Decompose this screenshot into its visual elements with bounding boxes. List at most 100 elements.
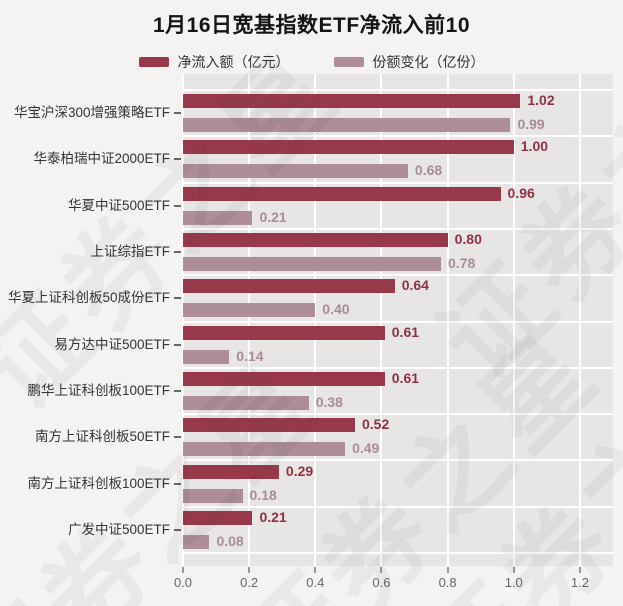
bar-net-inflow [183, 233, 448, 248]
category-label: 广发中证500ETF [67, 521, 170, 537]
x-axis-tick [380, 567, 383, 573]
value-label-net-inflow: 0.29 [285, 462, 314, 479]
x-tick-label: 1.2 [570, 575, 589, 590]
x-tick-label: 0.6 [372, 575, 391, 590]
legend-item-share-change: 份额变化（亿份） [333, 52, 485, 72]
gridline [446, 74, 449, 566]
gridline [314, 74, 317, 566]
value-label-share-change: 0.08 [216, 532, 244, 549]
value-label-share-change: 0.99 [517, 116, 545, 133]
row-separator [183, 459, 613, 462]
value-label-share-change: 0.21 [259, 208, 287, 225]
x-axis-tick [314, 567, 317, 573]
bar-net-inflow [183, 325, 385, 340]
row-separator [183, 413, 613, 416]
row-separator [183, 274, 613, 277]
value-label-share-change: 0.49 [352, 440, 380, 457]
x-axis-tick [512, 567, 515, 573]
bar-net-inflow [183, 418, 355, 433]
bar-share-change [183, 442, 346, 457]
legend-swatch-share-change [333, 57, 364, 67]
bar-net-inflow [183, 279, 395, 294]
gridline [380, 74, 383, 566]
x-tick-label: 0.4 [306, 575, 325, 590]
plot-background [183, 74, 613, 566]
y-axis-tick [174, 436, 181, 439]
legend-label-share-change: 份额变化（亿份） [372, 54, 485, 70]
value-label-share-change: 0.38 [315, 393, 343, 410]
x-axis-tick [182, 567, 184, 573]
bar-share-change [183, 488, 243, 503]
category-label: 鹏华上证科创板100ETF [27, 382, 170, 398]
value-label-net-inflow: 1.00 [520, 138, 549, 155]
bar-share-change [183, 257, 441, 272]
x-tick-label: 0.8 [438, 575, 457, 590]
x-axis-tick [446, 567, 449, 573]
y-axis-tick [174, 204, 181, 207]
bar-share-change [183, 210, 253, 225]
value-label-net-inflow: 0.61 [391, 323, 420, 340]
bar-share-change [183, 534, 210, 549]
gridline [578, 74, 581, 566]
row-separator [183, 89, 613, 91]
bar-share-change [183, 164, 408, 179]
category-label: 华夏中证500ETF [67, 197, 170, 213]
value-label-net-inflow: 0.61 [391, 369, 420, 386]
legend-swatch-net-inflow [138, 57, 169, 67]
gridline [248, 74, 251, 566]
category-label: 华泰柏瑞中证2000ETF [33, 151, 170, 167]
value-label-net-inflow: 0.64 [401, 277, 429, 294]
bar-net-inflow [183, 94, 521, 109]
category-label: 华宝沪深300增强策略ETF [13, 105, 170, 121]
legend-item-net-inflow: 净流入额（亿元） [138, 52, 290, 72]
bar-share-change [183, 395, 309, 410]
x-axis-tick [578, 567, 581, 573]
bar-net-inflow [183, 464, 279, 479]
bar-share-change [183, 349, 230, 364]
gridline [512, 74, 515, 566]
bar-net-inflow [183, 510, 253, 525]
value-label-share-change: 0.18 [249, 486, 277, 503]
gridline [182, 74, 184, 566]
category-label: 华夏上证科创板50成份ETF [7, 290, 170, 306]
value-label-share-change: 0.14 [236, 347, 264, 364]
bar-share-change [183, 118, 511, 133]
bar-net-inflow [183, 186, 501, 201]
value-label-net-inflow: 0.80 [454, 231, 482, 248]
bar-net-inflow [183, 140, 514, 155]
value-label-net-inflow: 0.52 [362, 416, 390, 433]
y-axis-tick [174, 112, 181, 115]
row-separator [183, 366, 613, 369]
row-separator [183, 552, 613, 554]
category-label: 南方上证科创板100ETF [27, 475, 170, 491]
row-separator [183, 227, 613, 230]
bar-share-change [183, 303, 316, 318]
row-separator [183, 135, 613, 138]
y-axis-tick [174, 297, 181, 300]
row-separator [183, 320, 613, 323]
y-axis-tick [174, 251, 181, 254]
value-label-share-change: 0.40 [322, 301, 350, 318]
x-tick-label: 1.0 [504, 575, 523, 590]
bar-net-inflow [183, 371, 385, 386]
y-axis-tick [174, 158, 181, 161]
row-separator [183, 181, 613, 184]
x-tick-label: 0.2 [240, 575, 259, 590]
row-separator [183, 505, 613, 508]
category-label: 南方上证科创板50ETF [34, 429, 170, 445]
value-label-share-change: 0.78 [448, 255, 476, 272]
category-label: 上证综指ETF [90, 244, 171, 260]
legend-label-net-inflow: 净流入额（亿元） [177, 54, 290, 70]
x-tick-label: 0.0 [173, 575, 193, 590]
legend: 净流入额（亿元） 份额变化（亿份） [0, 52, 623, 72]
y-axis-tick [174, 482, 181, 485]
value-label-share-change: 0.68 [414, 162, 443, 179]
y-axis-tick [174, 343, 181, 346]
y-axis-tick [174, 528, 181, 531]
x-axis-tick [248, 567, 251, 573]
value-label-net-inflow: 1.02 [527, 92, 555, 109]
y-axis-tick [174, 389, 181, 392]
value-label-net-inflow: 0.21 [259, 508, 287, 525]
category-label: 易方达中证500ETF [54, 336, 170, 352]
